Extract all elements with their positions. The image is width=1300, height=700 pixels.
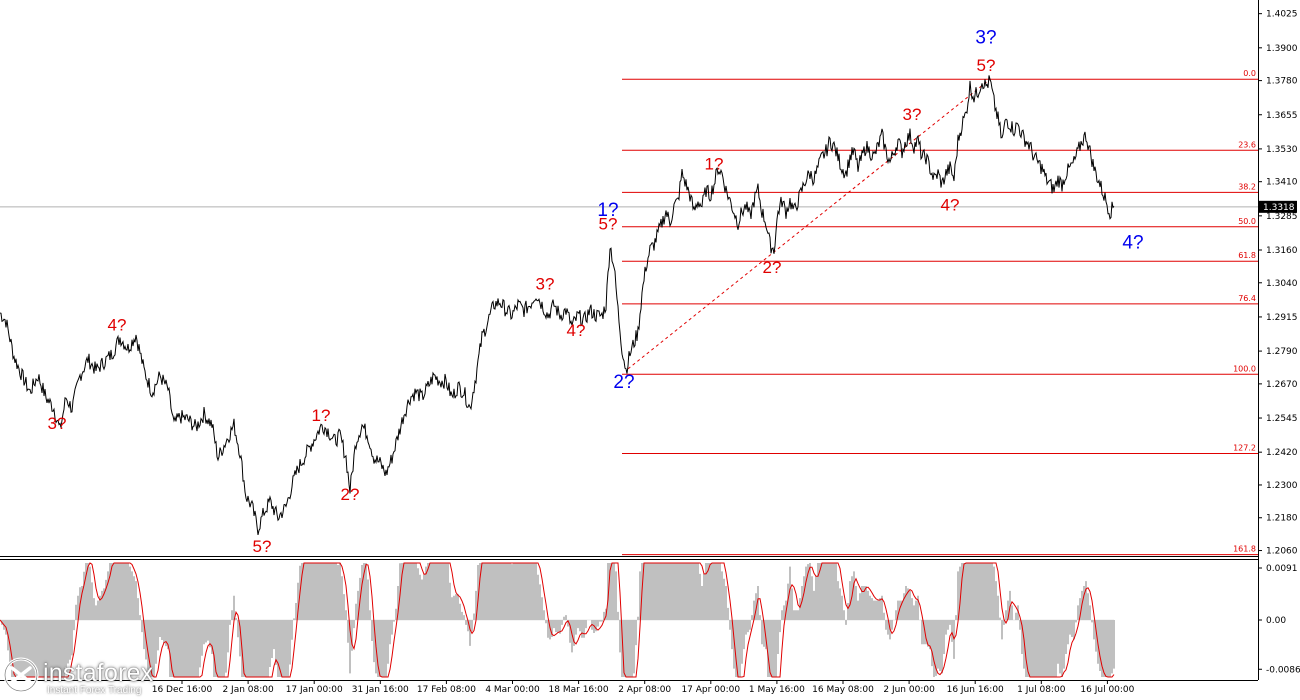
price-tick-label: 1.2180 [1266, 514, 1298, 524]
brand-name: instaforex [43, 659, 154, 687]
wave-label: 1? [597, 200, 618, 221]
time-tick-label: 17 Apr 00:00 [681, 685, 740, 695]
wave-label: 3? [903, 105, 922, 124]
current-price-label: 1.3318 [1263, 203, 1295, 213]
brand-tagline: Instant Forex Trading [47, 685, 142, 696]
fib-level-label: 50.0 [1238, 217, 1256, 226]
wave-label: 4? [941, 195, 960, 214]
price-pane-bg [0, 0, 1258, 556]
wave-label: 4? [108, 316, 127, 335]
fib-level-label: 23.6 [1238, 140, 1256, 149]
time-tick-label: 1 May 16:00 [749, 685, 805, 695]
time-tick-label: 17 Jan 00:00 [286, 685, 343, 695]
fib-level-label: 0.0 [1243, 69, 1256, 78]
price-tick-label: 1.3160 [1266, 246, 1298, 256]
wave-label: 1? [312, 406, 331, 425]
fib-level-label: 161.8 [1233, 545, 1256, 554]
price-tick-label: 1.3410 [1266, 178, 1298, 188]
price-tick-label: 1.3040 [1266, 279, 1298, 289]
time-tick-label: 16 Jun 16:00 [947, 685, 1004, 695]
price-tick-label: 1.2915 [1266, 313, 1298, 323]
price-tick-label: 1.2420 [1266, 448, 1298, 458]
wave-label: 3? [975, 28, 996, 49]
time-tick-label: 18 Mar 16:00 [549, 685, 609, 695]
time-tick-label: 4 Mar 00:00 [485, 685, 540, 695]
time-tick-label: 2 Jan 08:00 [222, 685, 274, 695]
wave-trendline [627, 78, 991, 370]
fib-level-label: 100.0 [1233, 364, 1256, 373]
instaforex-logo-icon [3, 657, 39, 693]
osc-histogram [1, 563, 1115, 677]
fib-level-label: 127.2 [1233, 444, 1256, 453]
wave-label: 2? [341, 485, 360, 504]
wave-label: 2? [613, 372, 634, 393]
price-tick-label: 1.2670 [1266, 380, 1298, 390]
time-axis: 16 Dec 16:00 2 Jan 08:00 17 Jan 00:00 31 Ja… [0, 680, 1258, 695]
price-axis: 1.4025 1.3900 1.3780 1.3655 1.3530 1.3410 1.32… [1258, 0, 1300, 680]
price-tick-label: 1.2790 [1266, 347, 1298, 357]
price-tick-label: 1.2300 [1266, 481, 1298, 491]
price-tick-label: 1.3285 [1266, 212, 1298, 222]
wave-label: 3? [536, 275, 555, 294]
time-tick-label: 1 Jul 08:00 [1017, 685, 1066, 695]
time-tick-label: 2 Apr 08:00 [618, 685, 671, 695]
time-tick-label: 16 Dec 16:00 [152, 685, 213, 695]
fib-level-label: 38.2 [1238, 182, 1256, 191]
osc-signal-line [0, 562, 1115, 678]
price-tick-label: 1.2545 [1266, 414, 1298, 424]
time-tick-label: 17 Feb 08:00 [417, 685, 476, 695]
osc-tick-label: -0.00862 [1266, 665, 1300, 675]
time-tick-label: 16 Jul 00:00 [1080, 685, 1134, 695]
oscillator-pane [0, 562, 1115, 678]
osc-tick-label: 0.0091 [1266, 564, 1298, 574]
time-tick-label: 31 Jan 16:00 [352, 685, 409, 695]
wave-label: 4? [567, 321, 586, 340]
current-price-box [1259, 200, 1297, 213]
price-tick-label: 1.3900 [1266, 44, 1298, 54]
wave-label: 5? [977, 56, 996, 75]
price-tick-label: 1.3655 [1266, 111, 1298, 121]
instaforex-logo: instaforex Instant Forex Trading [3, 655, 181, 699]
osc-tick-label: 0.00 [1266, 616, 1286, 626]
fib-level-label: 61.8 [1238, 251, 1256, 260]
price-series-line [0, 75, 1115, 536]
time-tick-label: 2 Jun 00:00 [883, 685, 935, 695]
price-tick-label: 1.3530 [1266, 145, 1298, 155]
fib-level-label: 76.4 [1238, 294, 1256, 303]
wave-label: 5? [253, 537, 272, 556]
price-pane: 0.0 23.6 38.2 50.0 61.8 76.4 100.0 127.2 161.8 3?… [0, 0, 1258, 560]
wave-label: 3? [48, 414, 67, 433]
price-tick-label: 1.3780 [1266, 77, 1298, 87]
wave-label: 4? [1122, 233, 1143, 254]
wave-label: 1? [705, 154, 724, 173]
price-tick-label: 1.2060 [1266, 547, 1298, 557]
time-tick-label: 16 May 08:00 [812, 685, 874, 695]
wave-label: 2? [763, 258, 782, 277]
price-tick-label: 1.4025 [1266, 10, 1298, 20]
wave-label: 5? [599, 215, 618, 234]
